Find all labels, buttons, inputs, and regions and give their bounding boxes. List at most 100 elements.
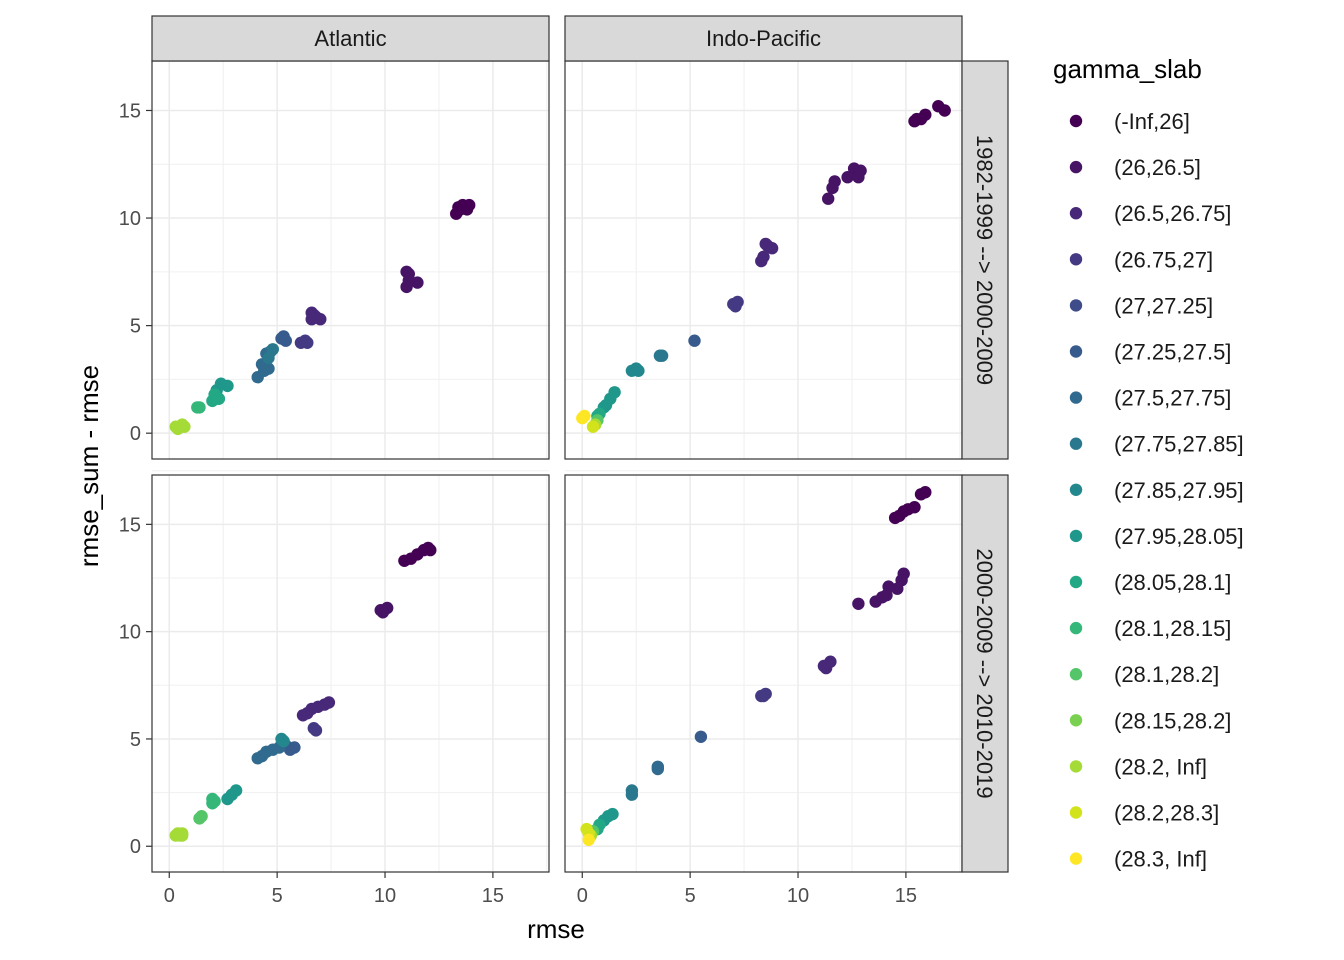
legend-label: (28.3, Inf] [1114,847,1207,872]
y-axis-title: rmse_sum - rmse [74,365,104,567]
data-point [625,788,639,801]
legend-key [1069,575,1083,589]
data-point [193,812,206,825]
data-point [424,543,437,557]
data-point [296,709,310,722]
y-tick-label: 10 [119,622,141,644]
legend-label: (27.95,28.05] [1114,524,1244,549]
data-point [206,394,219,408]
legend-label: (27.75,27.85] [1114,432,1244,457]
strip-row-2: 2000-2009 --> 2010-2019 [961,474,1009,873]
x-tick-label: 0 [577,885,588,907]
legend-label: (28.2,28.3] [1114,801,1219,826]
x-tick-label: 5 [272,885,283,907]
data-point [307,308,320,322]
data-point [275,332,288,345]
legend-title: gamma_slab [1053,54,1202,84]
data-point [456,198,469,212]
legend-key [1069,160,1083,174]
legend-key [1069,345,1083,358]
legend-label: (-Inf,26] [1114,109,1190,134]
legend-key [1069,529,1083,543]
data-point [729,300,742,313]
strip-column-atlantic: Atlantic [151,15,550,62]
x-tick-label: 10 [374,885,396,907]
data-point [221,792,234,806]
x-tick-label: 15 [482,885,504,907]
data-point [893,509,906,522]
data-point [258,364,271,377]
legend-label: (27.85,27.95] [1114,478,1244,503]
data-point [309,724,323,737]
legend-key [1069,483,1083,496]
legend: gamma_slab (-Inf,26] (26,26.5] (26.5,26.75… [1053,54,1244,872]
legend-key [1069,760,1083,773]
y-tick-label: 0 [130,423,141,445]
panel-indopacific-row2 [564,470,963,873]
legend-label: (26.75,27] [1114,247,1213,272]
x-axis-title: rmse [527,914,585,944]
legend-label: (28.1,28.2] [1114,662,1219,687]
y-tick-label: 0 [130,836,141,858]
legend-key [1069,668,1083,681]
data-point [765,242,779,255]
data-point [191,401,204,414]
legend-key [1069,253,1083,266]
legend-key [1069,621,1083,635]
legend-key [1069,207,1083,220]
data-point [869,595,882,608]
data-point [582,833,595,846]
legend-label: (28.05,28.1] [1114,570,1231,595]
data-point [826,181,839,195]
legend-key [1069,852,1083,865]
legend-label: (27.25,27.5] [1114,340,1231,365]
panel-grid [152,470,549,872]
data-point [852,171,865,184]
y-tick-label: 5 [130,316,141,338]
data-point [852,597,865,610]
data-point [580,822,593,836]
data-point [757,250,770,263]
legend-key [1069,806,1083,819]
panel-points [576,100,951,433]
data-point [578,409,591,423]
panel-atlantic-row1 [151,56,550,460]
data-point [398,554,411,567]
legend-label: (28.15,28.2] [1114,708,1231,733]
legend-key [1069,299,1083,312]
legend-label: (27.5,27.75] [1114,386,1231,411]
data-point [688,334,701,347]
data-point [277,734,290,748]
legend-label: (26,26.5] [1114,155,1201,180]
panel-indopacific-row1 [564,56,963,460]
data-point [376,606,390,619]
data-point [914,488,928,501]
x-tick-label: 0 [164,885,175,907]
data-point [841,171,854,184]
data-point [176,829,189,842]
y-tick-label: 5 [130,729,141,751]
data-point [178,420,191,433]
panel-atlantic-row2 [151,470,550,873]
legend-label: (26.5,26.75] [1114,201,1231,226]
panel-points [169,198,476,436]
panel-points [169,541,437,842]
legend-key [1069,714,1083,727]
data-point [822,192,835,205]
y-tick-label: 15 [119,100,141,122]
x-tick-label: 15 [895,885,917,907]
legend-key [1069,437,1083,450]
legend-items: (-Inf,26] (26,26.5] (26.5,26.75] (26.75,27]… [1069,109,1244,872]
strip-label-atlantic: Atlantic [314,26,386,51]
panel-points [580,486,932,846]
data-point [586,420,600,433]
strip-label-row-1: 1982-1999 --> 2000-2009 [972,135,997,385]
axes: 0 5 10 15 0 5 10 15 0 5 10 15 0 5 10 15 [119,100,917,907]
data-point [299,334,312,347]
data-point [322,696,336,709]
strip-column-indopacific: Indo-Pacific [564,15,963,62]
data-point [694,730,708,743]
y-tick-label: 10 [119,208,141,230]
data-point [755,689,768,703]
